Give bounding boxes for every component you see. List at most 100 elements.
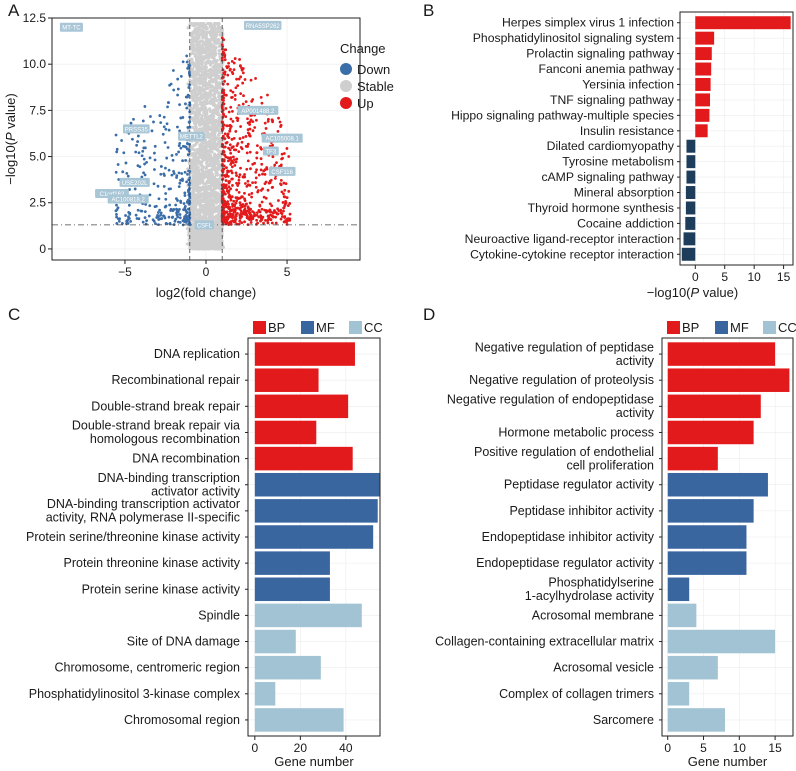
down-point xyxy=(115,213,118,216)
stable-point xyxy=(211,217,215,221)
down-point xyxy=(182,202,186,205)
stable-point xyxy=(212,144,216,148)
stable-point xyxy=(206,44,210,48)
gene-label: PRSS35 xyxy=(125,127,149,133)
up-point xyxy=(235,77,238,81)
bar xyxy=(685,186,696,200)
up-point xyxy=(229,67,232,71)
up-point xyxy=(232,137,236,140)
up-point xyxy=(225,66,229,70)
down-point xyxy=(143,216,147,220)
down-point xyxy=(172,88,176,92)
down-point xyxy=(170,173,174,177)
up-point xyxy=(245,184,249,188)
category-label: DNA-binding transcription activator xyxy=(47,497,240,511)
stable-point xyxy=(193,212,197,216)
stable-point xyxy=(194,139,198,144)
down-point xyxy=(158,217,161,221)
stable-point xyxy=(193,231,197,235)
up-point xyxy=(225,187,229,190)
up-point xyxy=(271,143,274,147)
x-tick-label: 5 xyxy=(284,265,291,279)
legend-swatch xyxy=(667,321,680,334)
x-tick-label: 5 xyxy=(721,270,728,284)
up-point xyxy=(230,146,234,149)
down-point xyxy=(186,188,190,192)
stable-point xyxy=(210,129,215,133)
stable-point xyxy=(213,66,217,70)
up-point xyxy=(243,204,247,208)
stable-point xyxy=(195,95,199,99)
stable-point xyxy=(195,27,199,31)
stable-point xyxy=(193,114,197,118)
up-point xyxy=(263,182,267,186)
down-point xyxy=(159,213,163,217)
up-point xyxy=(243,197,246,201)
up-point xyxy=(226,169,229,173)
up-point xyxy=(260,162,264,166)
up-point xyxy=(223,58,227,62)
stable-point xyxy=(214,136,218,140)
category-label: cAMP signaling pathway xyxy=(541,170,674,184)
up-point xyxy=(264,219,267,222)
down-point xyxy=(178,213,182,216)
up-point xyxy=(226,156,230,160)
up-point xyxy=(233,163,237,167)
down-point xyxy=(186,67,190,70)
up-point xyxy=(234,171,238,175)
up-point xyxy=(229,117,233,121)
down-point xyxy=(185,60,189,64)
bar xyxy=(254,655,321,680)
up-point xyxy=(271,211,275,215)
x-axis-title: −log10(P value) xyxy=(647,285,738,300)
stable-point xyxy=(210,175,215,180)
gene-label: METTL2 xyxy=(180,135,204,141)
stable-point xyxy=(191,50,195,54)
up-point xyxy=(234,206,238,210)
stable-point xyxy=(190,186,194,190)
category-label: Hippo signaling pathway-multiple species xyxy=(451,108,674,122)
category-label: Negative regulation of proteolysis xyxy=(469,373,654,387)
up-point xyxy=(271,215,275,219)
stable-point xyxy=(196,147,200,152)
y-tick-label: 12.5 xyxy=(23,11,47,25)
down-point xyxy=(115,222,119,225)
down-point xyxy=(128,212,132,216)
down-point xyxy=(175,197,178,201)
up-point xyxy=(282,206,286,210)
down-point xyxy=(117,219,121,223)
stable-point xyxy=(200,114,204,118)
stable-point xyxy=(207,51,211,55)
up-point xyxy=(233,57,237,60)
down-point xyxy=(152,120,155,124)
bar xyxy=(695,16,791,30)
stable-point xyxy=(200,208,204,212)
stable-point xyxy=(200,60,204,65)
stable-point xyxy=(209,88,213,92)
category-label: Spindle xyxy=(198,608,240,622)
stable-point xyxy=(203,127,207,132)
up-point xyxy=(241,202,245,206)
down-point xyxy=(171,209,175,212)
up-point xyxy=(246,128,250,132)
stable-point xyxy=(208,235,212,239)
x-axis-title: log2(fold change) xyxy=(156,285,256,300)
up-point xyxy=(221,207,225,211)
stable-point xyxy=(202,99,206,104)
up-point xyxy=(277,199,280,202)
stable-point xyxy=(194,179,199,183)
bar xyxy=(683,232,696,246)
down-point xyxy=(178,103,181,107)
up-point xyxy=(285,196,289,200)
down-point xyxy=(136,164,140,168)
up-point xyxy=(252,214,256,218)
up-point xyxy=(263,121,267,125)
stable-point xyxy=(205,99,209,103)
down-point xyxy=(121,222,124,225)
stable-point xyxy=(204,149,208,153)
up-point xyxy=(233,93,237,97)
gene-label: CSF116 xyxy=(271,170,293,176)
down-point xyxy=(158,208,161,212)
stable-point xyxy=(211,54,215,58)
up-point xyxy=(246,142,250,146)
